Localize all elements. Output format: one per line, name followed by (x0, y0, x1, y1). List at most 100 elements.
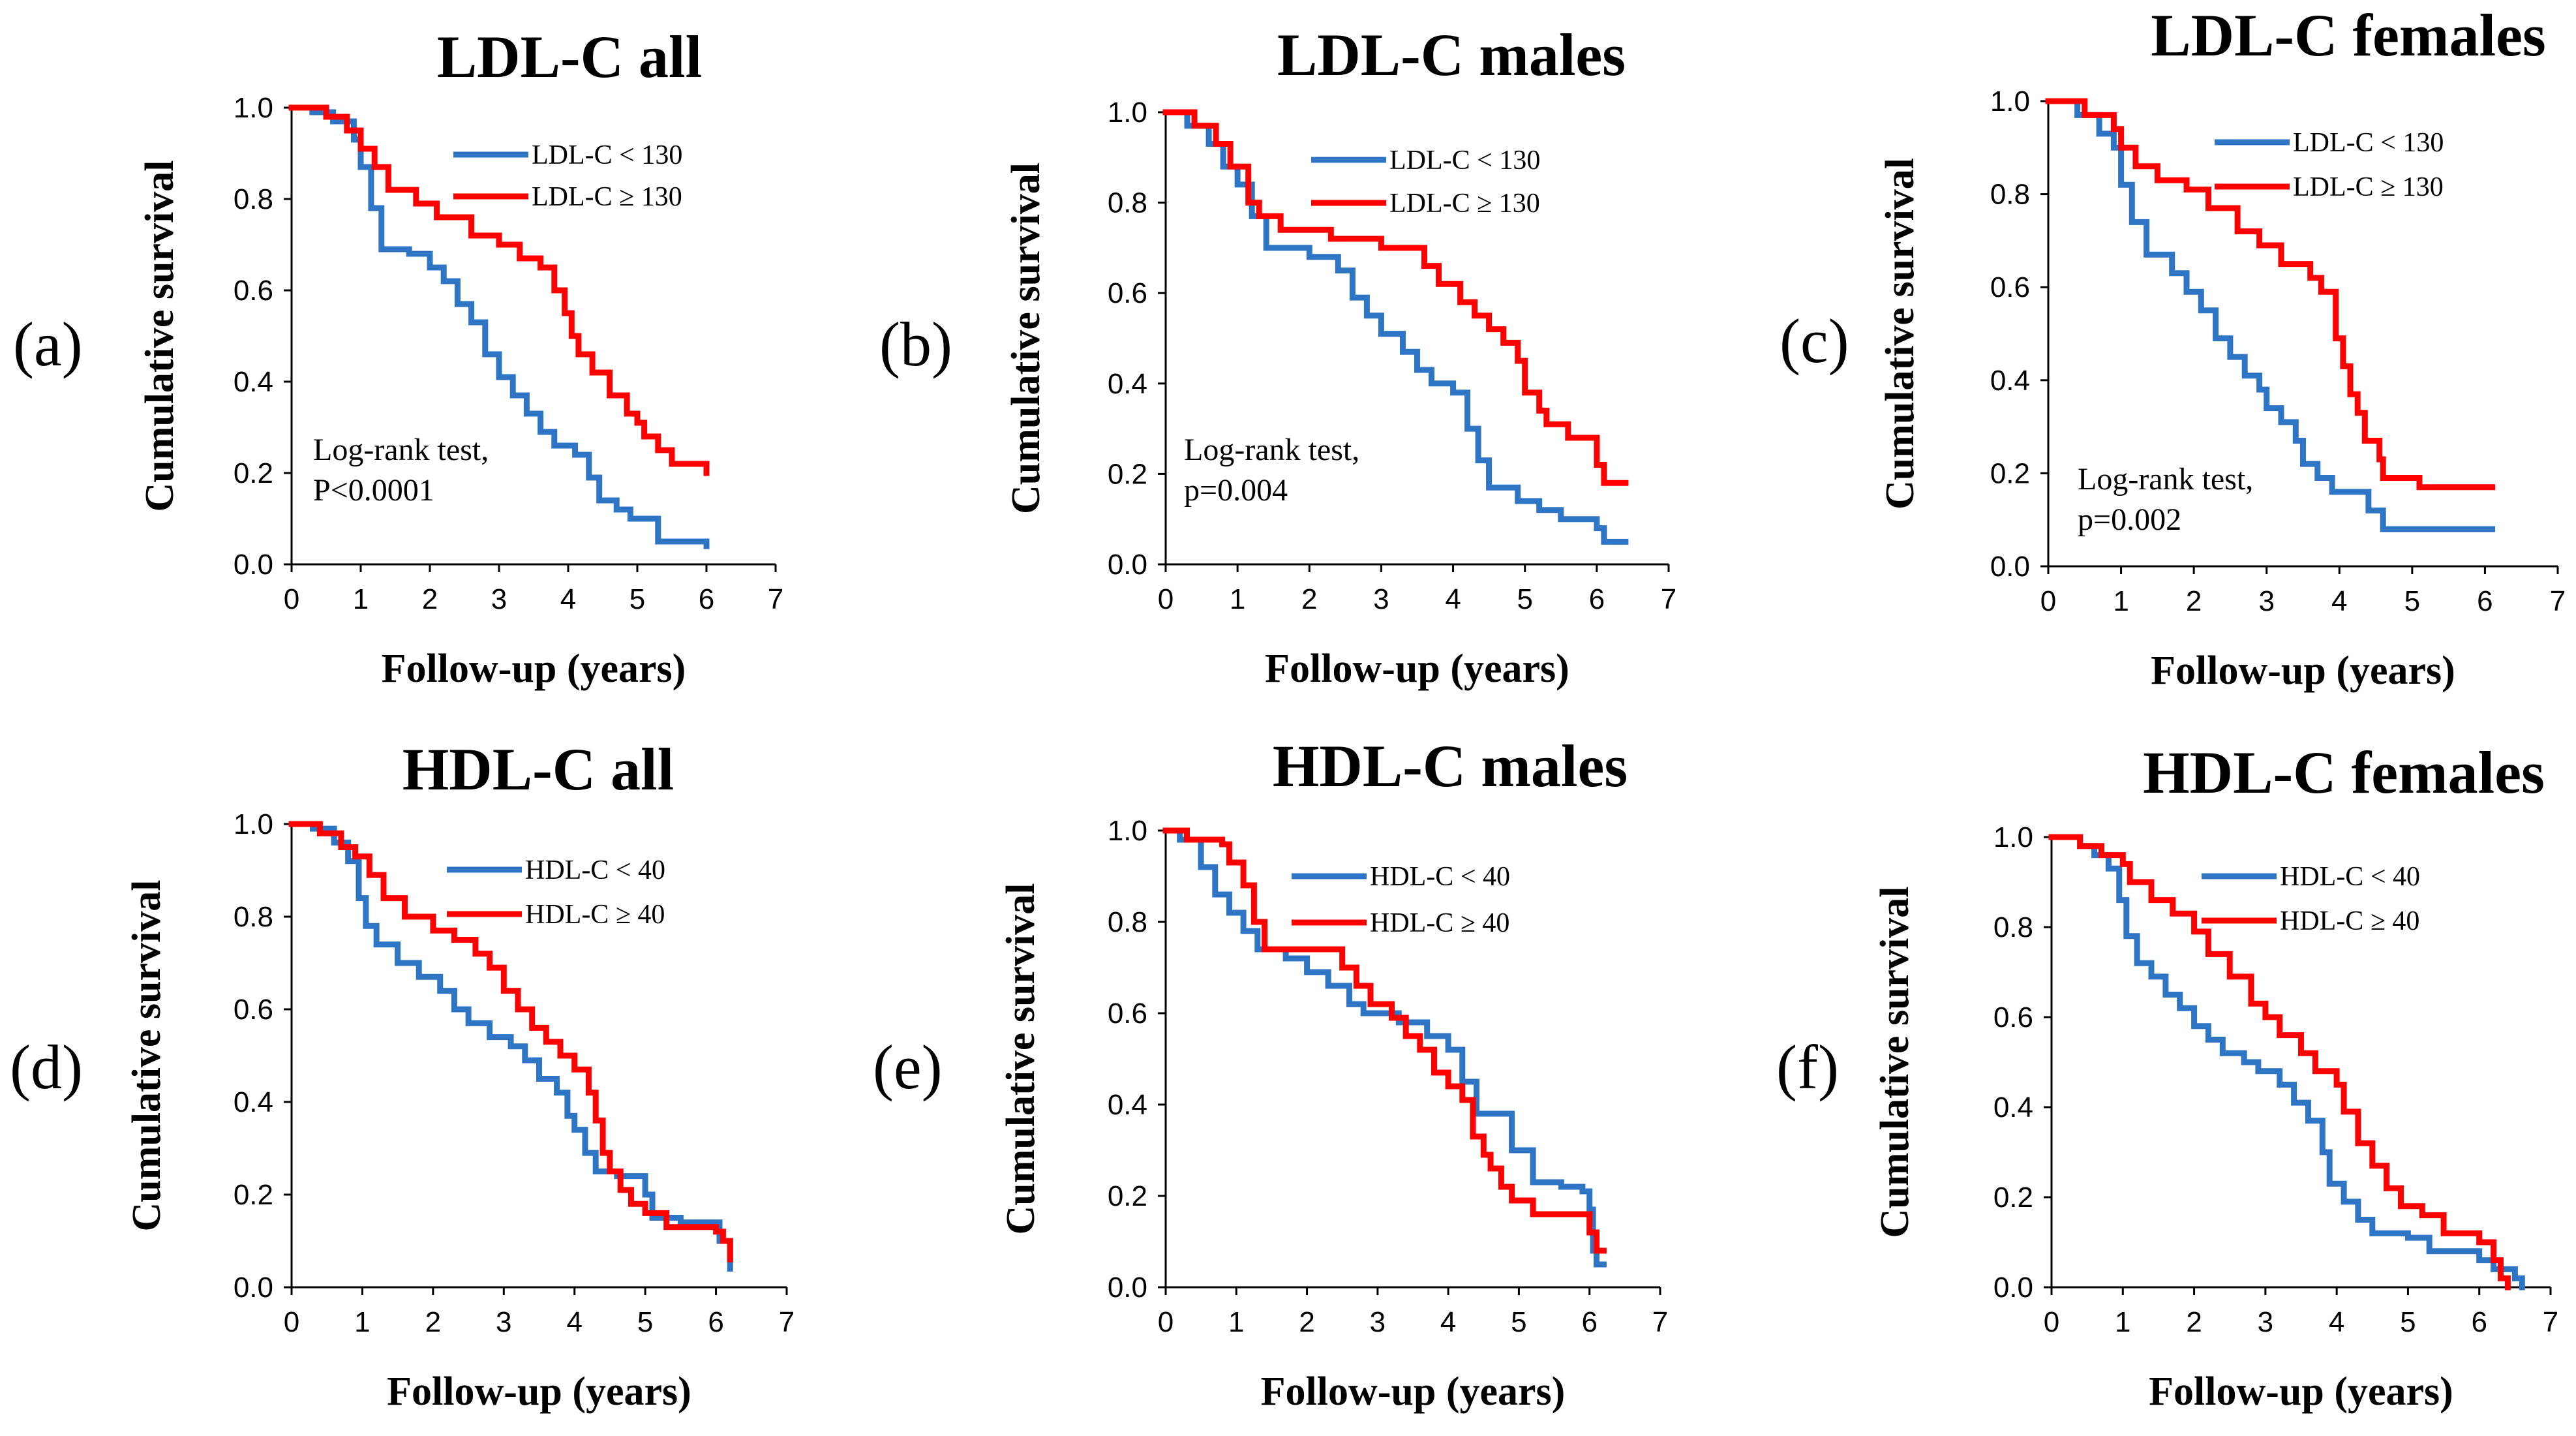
x-tick-label: 0 (2040, 585, 2056, 617)
x-tick-label: 5 (1517, 583, 1532, 615)
y-tick-label: 1.0 (234, 808, 273, 840)
x-tick-label: 7 (2543, 1306, 2558, 1338)
x-tick-label: 7 (1652, 1306, 1668, 1338)
x-tick-label: 5 (637, 1306, 653, 1338)
x-tick-label: 5 (1511, 1306, 1526, 1338)
y-tick-label: 0.8 (1108, 906, 1147, 938)
y-tick-label: 1.0 (1108, 815, 1147, 847)
x-tick-label: 4 (1440, 1306, 1456, 1338)
chart-title: HDL-C all (402, 736, 674, 802)
series-line-blue (288, 104, 710, 549)
x-tick-label: 3 (491, 583, 507, 615)
chart-title: HDL-C females (2143, 739, 2545, 806)
x-axis-label: Follow-up (years) (382, 647, 686, 691)
x-tick-label: 0 (1158, 1306, 1174, 1338)
chart-panel-b: (b) LDL-C males 0.0 0.2 0.4 0.6 0.8 1.0 0 1 2 3 4 5 6 7… (879, 22, 1676, 691)
y-tick-label: 0.0 (234, 549, 273, 581)
x-tick-label: 4 (1445, 583, 1461, 615)
y-tick-label: 1.0 (234, 92, 273, 124)
y-tick-label: 0.8 (234, 901, 273, 933)
x-tick-label: 2 (1299, 1306, 1314, 1338)
y-tick-label: 0.6 (1108, 998, 1147, 1030)
panel-letter: (d) (10, 1032, 83, 1102)
log-rank-annotation: Log-rank test, (2078, 462, 2253, 496)
y-tick-label: 0.4 (1990, 365, 2030, 397)
y-tick-label: 0.2 (1990, 457, 2030, 489)
legend-label: LDL-C < 130 (532, 140, 682, 170)
legend-label: LDL-C ≥ 130 (532, 182, 682, 212)
x-tick-label: 4 (2331, 585, 2347, 617)
y-tick-label: 0.4 (234, 1086, 273, 1118)
y-tick-label: 0.2 (234, 457, 273, 489)
x-tick-label: 7 (2550, 585, 2566, 617)
x-tick-label: 5 (629, 583, 645, 615)
y-tick-label: 0.2 (1108, 458, 1147, 490)
y-axis-label: Cumulative survival (1873, 886, 1917, 1238)
x-axis-label: Follow-up (years) (2149, 1369, 2453, 1414)
x-tick-label: 7 (1661, 583, 1676, 615)
legend-label: HDL-C ≥ 40 (2280, 906, 2419, 936)
chart-panel-f: (f) HDL-C females 0.0 0.2 0.4 0.6 0.8 1.0 0 1 2 3 4 5… (1776, 739, 2558, 1414)
x-tick-label: 5 (2400, 1306, 2416, 1338)
x-tick-label: 1 (2113, 585, 2129, 617)
x-tick-label: 2 (422, 583, 438, 615)
y-axis-label: Cumulative survival (125, 879, 169, 1231)
y-tick-label: 0.4 (1108, 368, 1147, 400)
x-axis-label: Follow-up (years) (1261, 1369, 1566, 1414)
y-tick-label: 0.4 (1993, 1092, 2033, 1123)
legend-label: HDL-C < 40 (2280, 862, 2420, 892)
log-rank-annotation: P<0.0001 (313, 473, 434, 508)
series-line-blue (1162, 827, 1607, 1268)
series-line-blue (2048, 834, 2525, 1291)
x-tick-label: 2 (2186, 1306, 2202, 1338)
series-line-blue (288, 821, 733, 1272)
y-tick-label: 0.8 (1993, 911, 2033, 943)
x-tick-label: 3 (2258, 1306, 2273, 1338)
y-axis-label: Cumulative survival (1004, 162, 1048, 514)
y-tick-label: 0.6 (1990, 271, 2030, 303)
x-tick-label: 7 (779, 1306, 795, 1338)
legend-label: LDL-C ≥ 130 (1389, 189, 1540, 219)
series-line-red (288, 104, 710, 476)
x-tick-label: 3 (1373, 583, 1389, 615)
x-tick-label: 2 (1301, 583, 1317, 615)
y-tick-label: 0.8 (1108, 187, 1147, 219)
x-tick-label: 0 (2044, 1306, 2059, 1338)
x-tick-label: 3 (496, 1306, 511, 1338)
chart-panel-d: (d) HDL-C all 0.0 0.2 0.4 0.6 0.8 1.0 0 1 2 3 4 5 6 7 Cu… (10, 736, 795, 1414)
x-tick-label: 1 (354, 1306, 370, 1338)
panel-letter: (a) (13, 309, 83, 379)
x-tick-label: 2 (2186, 585, 2202, 617)
x-tick-label: 7 (768, 583, 783, 615)
y-tick-label: 1.0 (1990, 85, 2030, 117)
x-tick-label: 0 (1158, 583, 1174, 615)
x-tick-label: 4 (566, 1306, 582, 1338)
series-line-red (1162, 827, 1607, 1254)
legend-label: HDL-C ≥ 40 (1370, 908, 1509, 938)
log-rank-annotation: p=0.002 (2078, 502, 2181, 537)
x-tick-label: 6 (1589, 583, 1605, 615)
chart-title: LDL-C females (2151, 2, 2546, 69)
legend-label: LDL-C < 130 (1389, 145, 1540, 176)
y-tick-label: 0.6 (234, 994, 273, 1026)
panel-letter: (f) (1776, 1032, 1839, 1102)
y-tick-label: 0.6 (234, 275, 273, 307)
x-tick-label: 4 (2329, 1306, 2344, 1338)
series-line-blue (2045, 98, 2496, 532)
y-tick-label: 0.2 (1108, 1180, 1147, 1212)
x-tick-label: 6 (708, 1306, 723, 1338)
x-axis-label: Follow-up (years) (1265, 647, 1569, 691)
chart-panel-e: (e) HDL-C males 0.0 0.2 0.4 0.6 0.8 1.0 0 1 2 3 4 5 6 7… (873, 733, 1668, 1414)
x-tick-label: 0 (284, 583, 299, 615)
x-tick-label: 1 (1228, 1306, 1244, 1338)
y-tick-label: 0.4 (1108, 1089, 1147, 1121)
y-tick-label: 1.0 (1993, 821, 2033, 853)
log-rank-annotation: p=0.004 (1184, 473, 1288, 508)
y-tick-label: 0.6 (1993, 1001, 2033, 1033)
chart-title: HDL-C males (1273, 733, 1628, 799)
x-tick-label: 1 (353, 583, 369, 615)
chart-title: LDL-C all (437, 23, 702, 90)
log-rank-annotation: Log-rank test, (313, 433, 489, 467)
x-tick-label: 1 (2115, 1306, 2130, 1338)
